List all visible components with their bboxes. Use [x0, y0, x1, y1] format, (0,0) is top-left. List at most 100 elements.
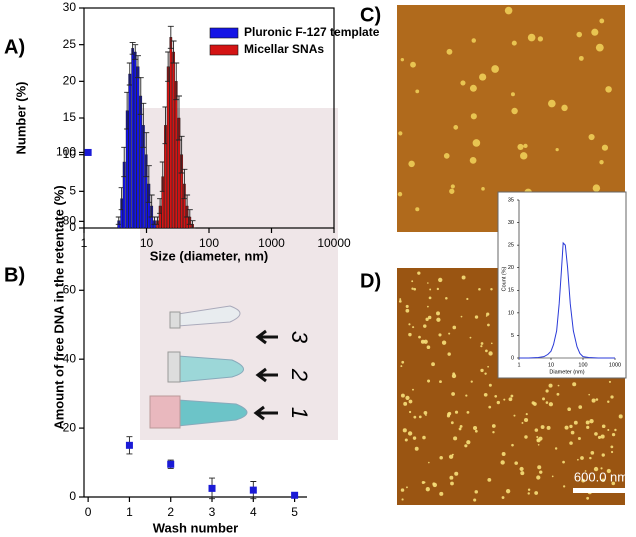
particle	[464, 444, 468, 448]
particle	[599, 160, 604, 165]
particle	[606, 468, 611, 474]
particle	[478, 287, 481, 291]
particle	[593, 466, 599, 472]
particle	[439, 380, 442, 384]
particle	[533, 402, 537, 406]
particle	[545, 401, 549, 404]
particle	[563, 485, 566, 488]
particle	[584, 470, 587, 472]
particle	[570, 430, 575, 435]
particle	[536, 475, 541, 480]
particle	[398, 299, 402, 303]
tube-cap	[167, 351, 181, 383]
particle	[480, 342, 484, 345]
y-tick-label: 20	[508, 265, 514, 271]
particle	[398, 131, 403, 136]
error-bar	[181, 168, 188, 200]
y-axis-title: Amount of free DNA in the retentate (%)	[51, 185, 66, 429]
particle	[600, 467, 603, 470]
particle	[481, 187, 485, 191]
particle	[513, 414, 516, 417]
particle	[488, 405, 492, 409]
particle	[588, 393, 590, 396]
particle	[408, 332, 412, 337]
bar	[136, 66, 140, 229]
particle	[548, 383, 553, 388]
particle	[474, 490, 478, 494]
particle	[447, 412, 451, 416]
panel-label: D)	[360, 270, 381, 292]
error-bar	[132, 44, 139, 60]
particle	[572, 382, 577, 387]
bar	[128, 73, 132, 229]
particle	[610, 395, 614, 399]
arrows	[253, 329, 278, 421]
particle	[418, 335, 421, 339]
particle	[601, 144, 609, 151]
tube-photo: 3 2 1	[140, 108, 338, 440]
particle	[483, 392, 488, 397]
particle	[591, 398, 596, 403]
particle	[561, 104, 568, 112]
bar	[172, 51, 175, 229]
particle	[408, 410, 412, 414]
particle	[520, 152, 528, 160]
particle	[600, 434, 605, 439]
particle	[465, 394, 468, 397]
x-tick-label: 10	[140, 236, 154, 250]
particle	[425, 487, 430, 492]
y-tick-label: 0	[511, 355, 514, 361]
particle	[610, 445, 614, 449]
scale-bar-label: 600.0 nm	[574, 469, 628, 484]
particle	[412, 436, 417, 440]
particle	[423, 324, 427, 328]
particle	[466, 440, 471, 445]
x-axis-title: Diameter (nm)	[549, 369, 584, 375]
particle	[480, 345, 483, 348]
particle	[519, 466, 524, 472]
particle	[539, 470, 543, 474]
particle	[607, 428, 610, 432]
particle	[510, 394, 514, 398]
particle	[511, 107, 518, 115]
particle	[400, 365, 403, 368]
y-tick-label: 30	[508, 220, 514, 226]
legend-swatch	[209, 27, 239, 39]
particle	[548, 402, 554, 407]
particle	[460, 315, 463, 318]
particle	[524, 435, 528, 439]
particle	[431, 362, 435, 367]
particle	[607, 400, 610, 403]
particle	[614, 428, 617, 432]
tube-label: 3	[287, 331, 312, 344]
particle	[452, 372, 456, 376]
particle	[452, 325, 457, 330]
particle	[469, 84, 477, 92]
particle	[586, 425, 590, 429]
tube-label: 1	[287, 407, 312, 419]
particle	[411, 287, 414, 290]
tube-body	[177, 399, 248, 427]
particle	[405, 304, 409, 308]
particle	[473, 426, 478, 431]
x-tick-label: 0	[85, 505, 92, 519]
point	[125, 441, 133, 449]
particle	[542, 397, 546, 401]
particle	[438, 333, 442, 337]
y-tick-label: 10	[63, 147, 77, 161]
particle	[523, 143, 528, 149]
point	[291, 491, 299, 499]
particle	[432, 482, 438, 488]
particle	[412, 388, 414, 391]
particle	[408, 399, 413, 404]
particle	[450, 184, 455, 189]
line	[519, 241, 615, 359]
y-tick-label: 5	[511, 333, 514, 339]
particle	[423, 339, 428, 344]
particle	[577, 436, 581, 440]
y-tick-label: 0	[69, 489, 76, 503]
particle	[514, 461, 518, 465]
x-tick-label: 1000	[609, 362, 621, 368]
particle	[556, 392, 560, 396]
particle	[400, 393, 405, 398]
